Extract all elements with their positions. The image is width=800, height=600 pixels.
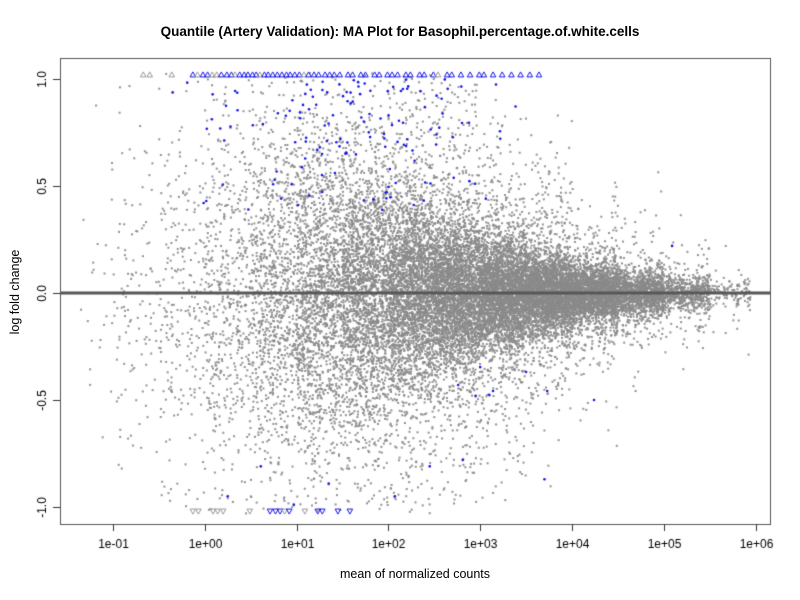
x-axis-label: mean of normalized counts <box>339 567 491 581</box>
y-axis-label: log fold change <box>8 249 22 335</box>
chart-title: Quantile (Artery Validation): MA Plot fo… <box>160 24 640 39</box>
